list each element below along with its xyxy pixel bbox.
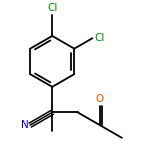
Text: Cl: Cl [94,33,104,43]
Text: O: O [96,94,104,104]
Text: N: N [21,120,28,130]
Text: Cl: Cl [47,3,57,13]
